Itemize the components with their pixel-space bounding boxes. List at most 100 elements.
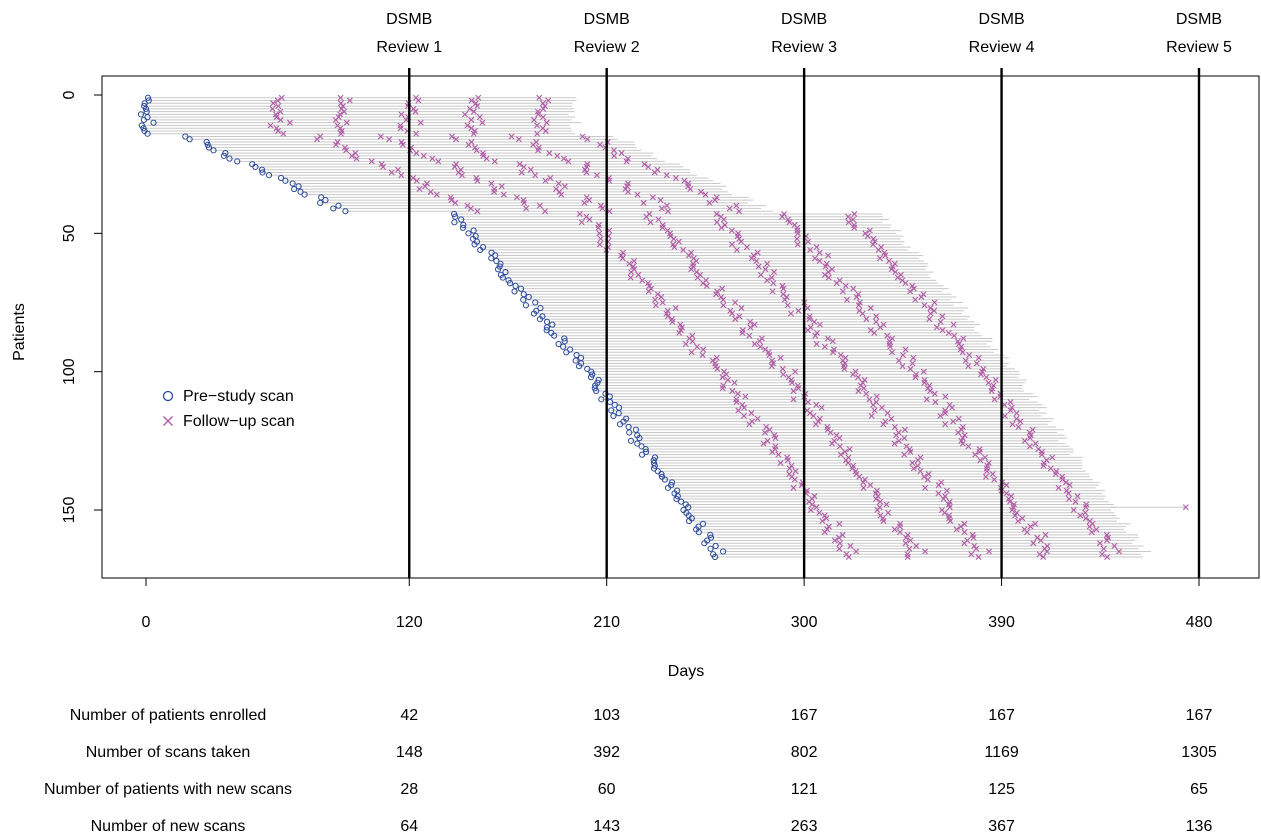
- follow-up-marker: [976, 448, 983, 455]
- y-axis-label: Patients: [11, 303, 28, 361]
- follow-up-marker: [822, 263, 829, 270]
- follow-up-marker: [664, 208, 671, 215]
- follow-up-marker: [804, 305, 811, 312]
- follow-up-marker: [395, 166, 402, 173]
- follow-up-marker: [277, 108, 284, 115]
- follow-up-marker: [812, 332, 819, 339]
- follow-up-marker: [641, 161, 648, 168]
- follow-up-marker: [270, 100, 277, 107]
- follow-up-marker: [946, 504, 953, 511]
- follow-up-marker: [829, 338, 836, 345]
- follow-up-marker: [1007, 407, 1014, 414]
- follow-up-marker: [795, 385, 802, 392]
- follow-up-marker: [741, 412, 747, 419]
- follow-up-marker: [855, 302, 862, 309]
- follow-up-marker: [977, 457, 984, 464]
- follow-up-marker: [578, 219, 585, 226]
- follow-up-marker: [513, 194, 520, 201]
- follow-up-marker: [821, 512, 828, 519]
- follow-up-marker: [942, 493, 949, 500]
- follow-up-marker: [918, 293, 925, 300]
- pre-study-marker: [530, 310, 538, 317]
- follow-up-marker: [920, 368, 927, 375]
- follow-up-marker: [664, 313, 671, 320]
- follow-up-marker: [770, 280, 777, 287]
- follow-up-marker: [1003, 482, 1010, 489]
- follow-up-marker: [757, 271, 764, 278]
- review-title: DSMB: [584, 11, 630, 28]
- follow-up-marker: [664, 202, 670, 209]
- follow-up-marker: [688, 266, 695, 273]
- follow-up-marker: [927, 310, 934, 317]
- follow-up-marker: [792, 368, 799, 375]
- follow-up-marker: [576, 210, 583, 217]
- legend-circle-icon: [162, 390, 174, 402]
- x-tick-label: 0: [142, 614, 151, 631]
- follow-up-marker: [435, 158, 442, 165]
- follow-up-marker: [412, 108, 419, 115]
- follow-up-marker: [975, 354, 982, 361]
- follow-up-marker: [422, 183, 429, 190]
- follow-up-marker: [837, 451, 844, 458]
- follow-up-marker: [470, 108, 477, 115]
- pre-study-marker: [642, 446, 649, 453]
- follow-up-marker: [884, 332, 891, 339]
- pre-study-marker: [532, 299, 539, 306]
- follow-up-marker: [611, 152, 618, 159]
- follow-up-marker: [663, 172, 670, 179]
- follow-up-marker: [957, 523, 964, 530]
- pre-study-marker: [502, 268, 509, 276]
- pre-study-marker: [226, 155, 233, 162]
- follow-up-marker: [1052, 471, 1059, 478]
- follow-up-marker: [1027, 435, 1034, 442]
- pre-study-marker: [608, 407, 615, 414]
- follow-up-marker: [933, 324, 940, 331]
- follow-up-marker: [732, 316, 739, 323]
- follow-up-marker: [864, 233, 871, 240]
- follow-up-marker: [873, 393, 880, 400]
- follow-up-marker: [788, 379, 795, 386]
- follow-up-marker: [343, 147, 350, 154]
- follow-up-marker: [866, 227, 873, 234]
- table-cell: 367: [988, 818, 1015, 832]
- follow-up-marker: [353, 155, 360, 162]
- follow-up-marker: [902, 540, 909, 547]
- follow-up-marker: [811, 318, 818, 325]
- follow-up-marker: [1036, 551, 1043, 558]
- follow-up-marker: [753, 258, 760, 264]
- follow-up-marker: [1019, 515, 1026, 522]
- follow-up-marker: [907, 448, 914, 455]
- follow-up-marker: [398, 172, 405, 179]
- follow-up-marker: [647, 219, 654, 226]
- follow-up-marker: [657, 197, 664, 204]
- follow-up-marker: [873, 318, 880, 325]
- follow-up-marker: [757, 343, 764, 350]
- follow-up-marker: [714, 365, 721, 372]
- follow-up-marker: [895, 437, 902, 444]
- pre-study-marker: [525, 293, 532, 301]
- follow-up-marker: [847, 542, 854, 549]
- legend-label: Follow−up scan: [183, 413, 295, 430]
- follow-up-marker: [669, 318, 676, 325]
- follow-up-marker: [1082, 509, 1089, 516]
- follow-up-marker: [959, 440, 966, 447]
- follow-up-marker: [694, 274, 701, 281]
- follow-up-marker: [672, 175, 679, 181]
- follow-up-marker: [377, 133, 384, 140]
- follow-up-marker: [508, 133, 515, 140]
- follow-up-marker: [595, 224, 602, 231]
- table-cell: 121: [791, 781, 818, 798]
- y-tick-label: 100: [61, 358, 78, 385]
- follow-up-marker: [768, 363, 775, 370]
- follow-up-marker: [825, 252, 832, 259]
- follow-up-marker: [542, 177, 549, 184]
- table-cell: 167: [988, 707, 1015, 724]
- follow-up-marker: [932, 399, 939, 406]
- follow-up-marker: [556, 188, 563, 195]
- follow-up-marker: [277, 116, 284, 123]
- follow-up-marker: [561, 183, 568, 190]
- pre-study-marker: [140, 125, 147, 132]
- follow-up-marker: [985, 459, 992, 466]
- follow-up-marker: [403, 116, 410, 123]
